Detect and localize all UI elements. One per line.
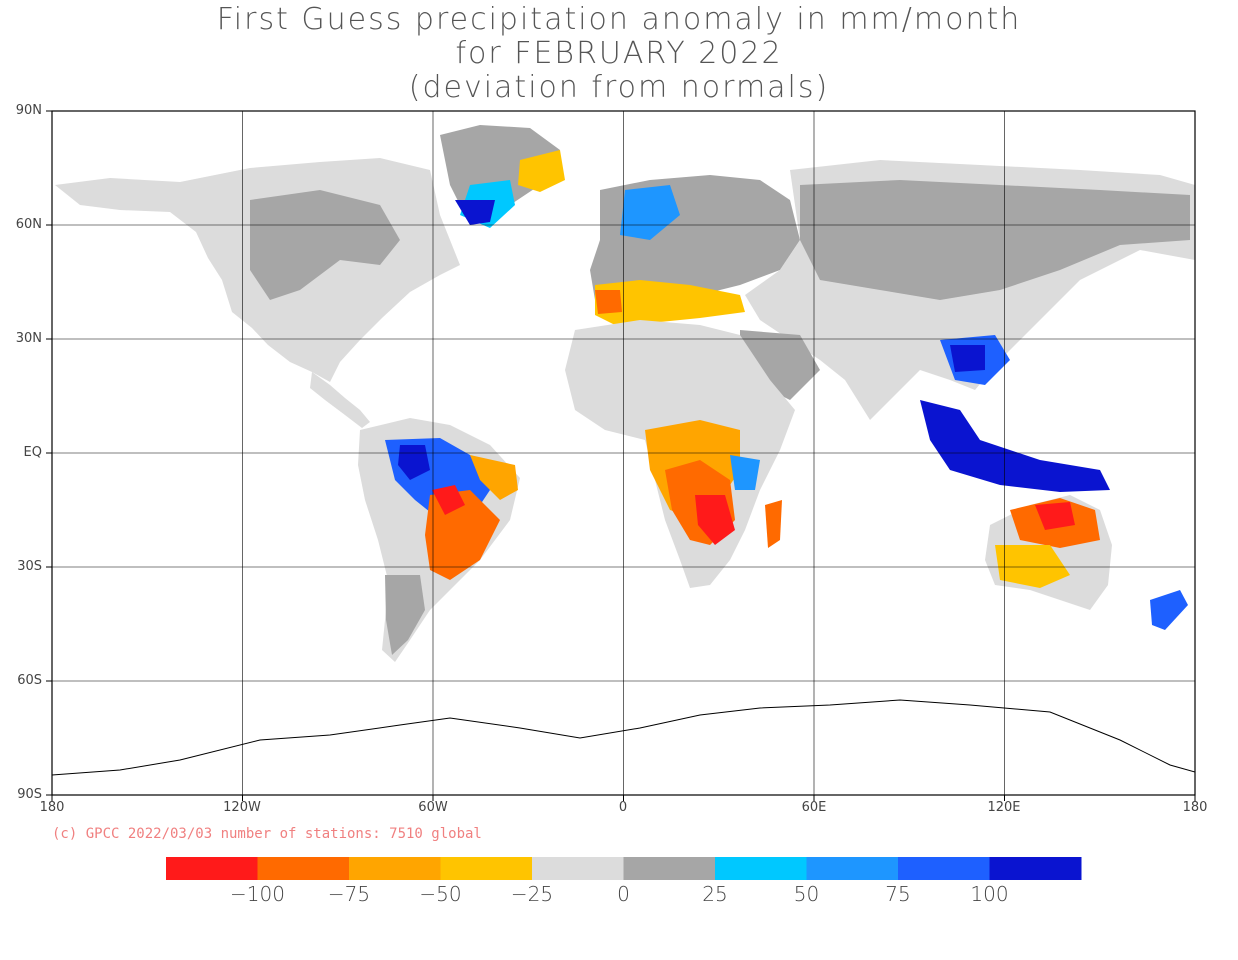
colorbar-swatch-1	[257, 857, 350, 880]
colorbar-label-8: 100	[970, 882, 1009, 906]
colorbar-label-1: −75	[327, 882, 371, 906]
new-zealand	[1150, 590, 1188, 630]
iberia-dry-patch	[595, 290, 622, 314]
colorbar-label-5: 25	[702, 882, 728, 906]
mediterranean-dry-band	[595, 280, 745, 325]
southeast-asia-very-wet	[950, 345, 985, 372]
south-america-southern-cone	[385, 575, 425, 655]
map-title-line-2: for FEBRUARY 2022	[455, 36, 783, 71]
lat-label-30n: 30N	[15, 331, 42, 346]
north-america-dark-patch	[250, 190, 400, 300]
africa-very-dry-core	[695, 495, 735, 545]
lon-label-60e: 60E	[801, 800, 827, 815]
map-title-line-3: (deviation from normals)	[408, 70, 830, 105]
colorbar-swatch-5	[623, 857, 716, 880]
colorbar-swatch-9	[989, 857, 1082, 880]
south-america-amber-patch	[470, 455, 518, 500]
lon-label-0: 0	[618, 800, 628, 815]
colorbar-label-3: −25	[510, 882, 554, 906]
lat-label-90s: 90S	[17, 787, 42, 802]
copyright-note: (c) GPCC 2022/03/03 number of stations: …	[52, 826, 482, 842]
colorbar-label-2: −50	[419, 882, 462, 906]
lat-label-60s: 60S	[17, 673, 42, 688]
colorbar-label-7: 75	[885, 882, 911, 906]
lon-label-120w: 120W	[223, 800, 261, 815]
madagascar	[765, 500, 782, 548]
south-america-very-wet-core	[398, 445, 430, 480]
lat-label-30s: 30S	[17, 559, 42, 574]
central-america-landmass	[310, 372, 370, 428]
colorbar-swatch-8	[898, 857, 990, 880]
colorbar-label-6: 50	[793, 882, 820, 906]
lon-label-180e: 180	[1182, 800, 1208, 815]
lat-label-90n: 90N	[15, 103, 42, 118]
lat-label-60n: 60N	[15, 217, 42, 232]
lat-label-eq: EQ	[23, 445, 42, 460]
colorbar-swatch-4	[532, 857, 624, 880]
colorbar-label-4: 0	[617, 882, 630, 906]
lon-label-180w: 180	[39, 800, 65, 815]
south-america-dry-core	[432, 485, 465, 515]
colorbar-swatch-3	[440, 857, 533, 880]
axis-ticks	[46, 110, 1196, 801]
map-gridlines	[52, 111, 1195, 795]
africa-east-wet	[730, 455, 760, 490]
lon-label-120e: 120E	[987, 800, 1021, 815]
scandinavia-wet-patch	[620, 185, 680, 240]
australia-amber-band	[995, 545, 1070, 588]
greenland-dry-patch	[518, 150, 565, 192]
colorbar-swatch-0	[166, 857, 258, 880]
indonesia-islands	[920, 400, 1110, 492]
map-title-line-1: First Guess precipitation anomaly in mm/…	[216, 2, 1022, 37]
asia-dark-band	[800, 180, 1190, 300]
colorbar-swatch-6	[715, 857, 807, 880]
colorbar-swatch-7	[806, 857, 899, 880]
lon-label-60w: 60W	[418, 800, 448, 815]
colorbar-swatch-2	[349, 857, 441, 880]
greenland-very-wet-patch	[455, 200, 495, 225]
colorbar-label-0: −100	[230, 882, 285, 906]
australia-dry-core	[1035, 502, 1075, 530]
colorbar	[166, 857, 1082, 880]
